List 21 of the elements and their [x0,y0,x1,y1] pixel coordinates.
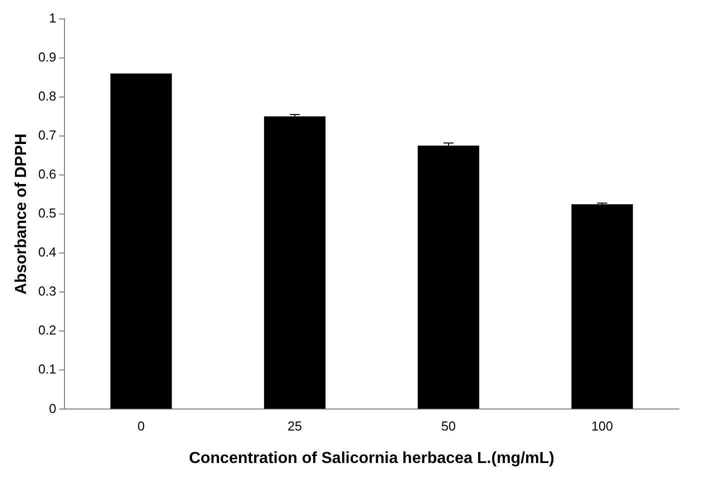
y-tick-label: 0 [49,400,56,416]
y-tick-label: 0.4 [38,244,56,260]
x-tick-label: 25 [288,418,302,434]
y-tick-label: 0.7 [38,128,56,142]
y-tick-label: 0.3 [38,284,56,299]
bar [418,146,480,409]
y-tick-label: 1 [49,10,56,26]
x-tick-label: 100 [591,418,614,434]
y-tick-label: 0.2 [38,322,56,338]
y-axis-title: Absorbance of DPPH [13,134,30,294]
y-tick-label: 0.6 [38,166,56,182]
x-tick-label: 50 [441,418,456,434]
y-tick-label: 0.9 [38,49,56,64]
y-tick-label: 0.5 [38,206,56,221]
y-tick-label: 0.8 [38,88,56,104]
bar [110,73,172,409]
x-axis-title: Concentration of Salicornia herbacea L.(mg/mL) [188,450,554,467]
y-tick-label: 0.1 [38,362,56,377]
x-tick-label: 0 [137,418,145,434]
bar [571,204,633,409]
bar [264,116,326,409]
